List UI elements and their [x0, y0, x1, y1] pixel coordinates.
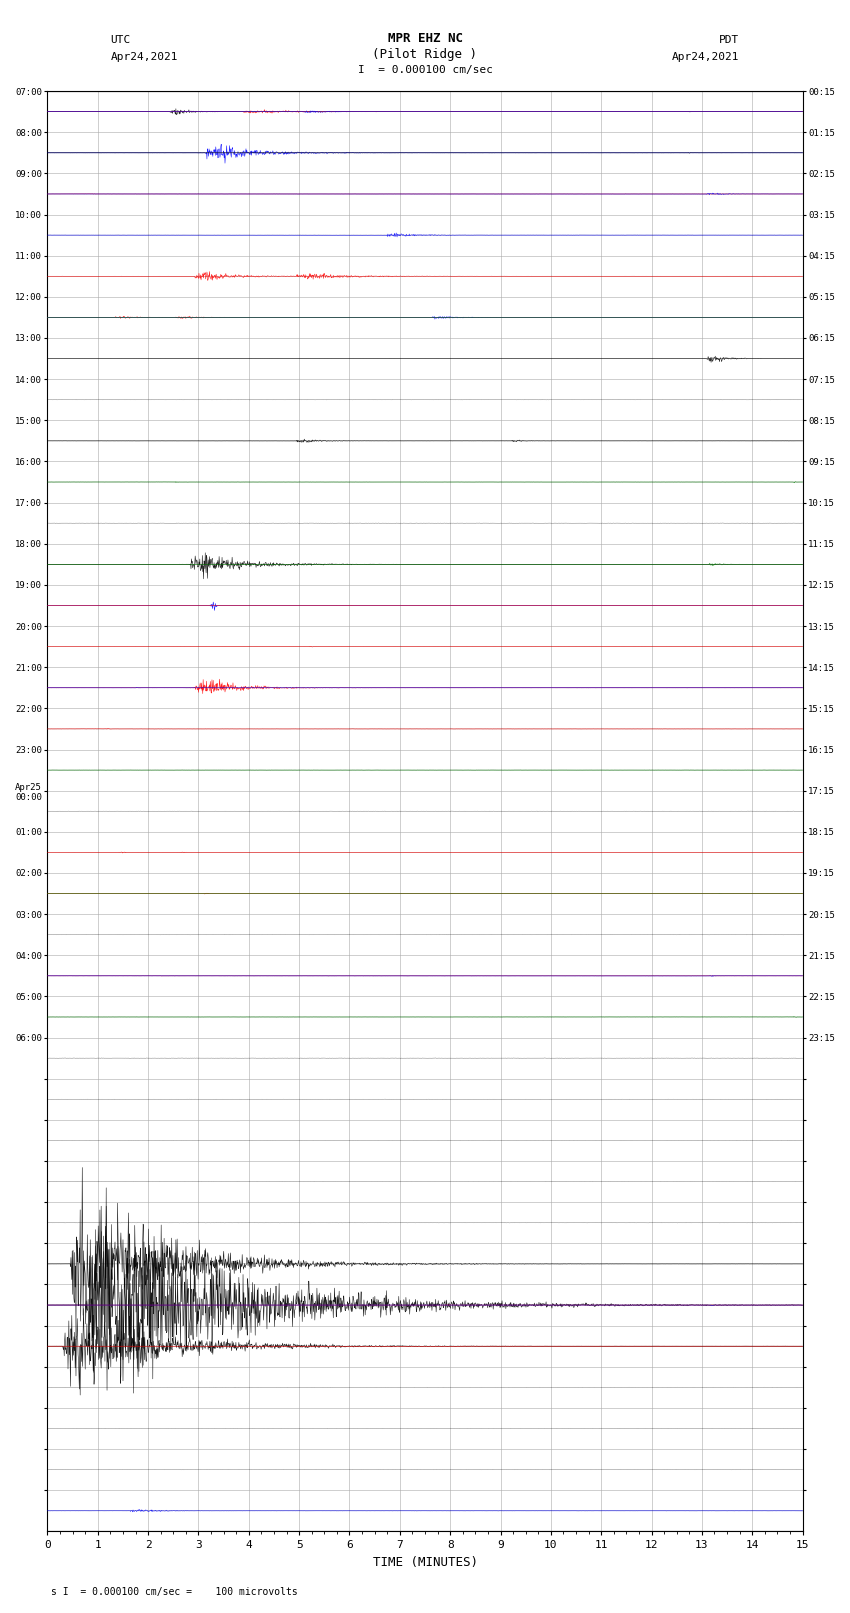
Text: PDT: PDT: [719, 35, 740, 45]
Text: Apr24,2021: Apr24,2021: [110, 52, 178, 61]
Text: I  = 0.000100 cm/sec: I = 0.000100 cm/sec: [358, 65, 492, 74]
X-axis label: TIME (MINUTES): TIME (MINUTES): [372, 1557, 478, 1569]
Text: Apr24,2021: Apr24,2021: [672, 52, 740, 61]
Text: UTC: UTC: [110, 35, 131, 45]
Text: MPR EHZ NC: MPR EHZ NC: [388, 32, 462, 45]
Text: s I  = 0.000100 cm/sec =    100 microvolts: s I = 0.000100 cm/sec = 100 microvolts: [51, 1587, 298, 1597]
Text: (Pilot Ridge ): (Pilot Ridge ): [372, 48, 478, 61]
